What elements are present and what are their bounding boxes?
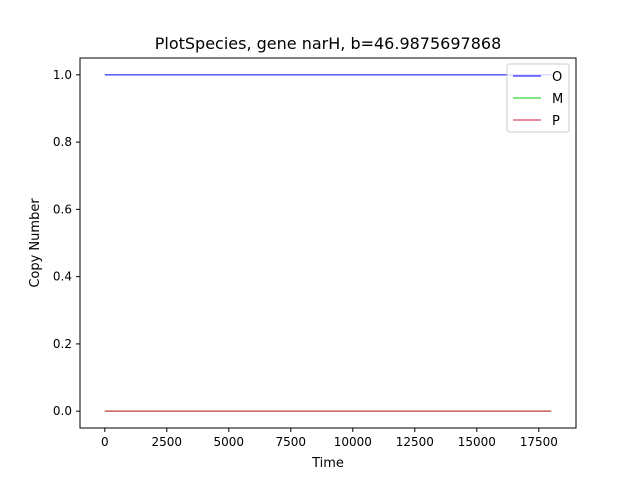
series-layer	[104, 74, 552, 412]
y-axis-ticks: 0.0 0.2 0.4 0.6 0.8 1.0	[53, 68, 80, 418]
legend: OMP	[506, 63, 570, 133]
legend-label-O: O	[552, 70, 562, 85]
y-tick-label: 0.4	[53, 270, 72, 284]
legend-label-P: P	[552, 114, 560, 129]
plot-frame	[79, 57, 577, 429]
x-tick-label: 17500	[520, 435, 558, 449]
x-tick-label: 10000	[334, 435, 372, 449]
y-tick-label: 0.8	[53, 135, 72, 149]
y-axis-label: Copy Number	[28, 198, 43, 288]
y-tick-label: 0.0	[53, 404, 72, 418]
x-axis-label: Time	[311, 456, 344, 471]
y-tick-label: 0.2	[53, 337, 72, 351]
x-tick-label: 12500	[396, 435, 434, 449]
x-tick-label: 2500	[152, 435, 183, 449]
y-tick-label: 1.0	[53, 68, 72, 82]
y-tick-label: 0.6	[53, 202, 72, 216]
x-tick-label: 0	[101, 435, 109, 449]
chart-title: PlotSpecies, gene narH, b=46.9875697868	[155, 34, 502, 53]
x-tick-label: 7500	[276, 435, 307, 449]
legend-items: OMP	[513, 70, 563, 129]
x-tick-label: 5000	[214, 435, 245, 449]
legend-label-M: M	[552, 92, 563, 107]
x-axis-ticks: 0 2500 5000 7500 10000 12500 15000 17500	[101, 428, 558, 449]
x-tick-label: 15000	[458, 435, 496, 449]
